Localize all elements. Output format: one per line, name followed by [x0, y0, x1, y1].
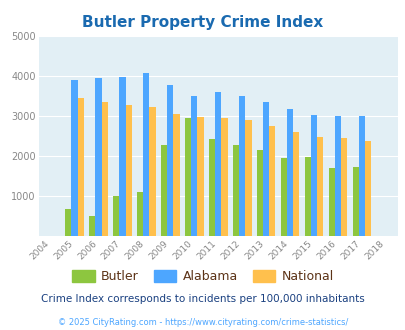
Legend: Butler, Alabama, National: Butler, Alabama, National	[67, 265, 338, 288]
Bar	[167, 85, 173, 236]
Text: © 2025 CityRating.com - https://www.cityrating.com/crime-statistics/: © 2025 CityRating.com - https://www.city…	[58, 318, 347, 327]
Bar	[89, 216, 95, 236]
Bar	[77, 98, 84, 236]
Bar	[352, 167, 358, 236]
Bar	[173, 114, 179, 236]
Bar	[310, 115, 316, 236]
Bar	[316, 137, 323, 236]
Bar	[197, 117, 203, 236]
Bar	[184, 118, 191, 236]
Bar	[221, 118, 227, 236]
Bar	[136, 192, 143, 236]
Bar	[101, 102, 108, 236]
Bar	[340, 138, 347, 236]
Bar	[334, 116, 340, 236]
Bar	[95, 78, 101, 236]
Bar	[215, 92, 221, 236]
Bar	[292, 132, 299, 236]
Bar	[262, 102, 269, 236]
Bar	[245, 120, 251, 236]
Bar	[160, 145, 167, 236]
Bar	[125, 105, 132, 236]
Bar	[364, 141, 371, 236]
Bar	[286, 109, 292, 236]
Bar	[269, 126, 275, 236]
Bar	[328, 168, 334, 236]
Bar	[113, 196, 119, 236]
Bar	[119, 77, 125, 236]
Bar	[71, 80, 77, 236]
Bar	[65, 209, 71, 236]
Bar	[256, 150, 262, 236]
Bar	[358, 116, 364, 236]
Bar	[280, 158, 286, 236]
Bar	[208, 139, 215, 236]
Bar	[191, 96, 197, 236]
Bar	[149, 107, 156, 236]
Text: Crime Index corresponds to incidents per 100,000 inhabitants: Crime Index corresponds to incidents per…	[41, 294, 364, 304]
Bar	[143, 73, 149, 236]
Bar	[304, 157, 310, 236]
Bar	[232, 145, 239, 236]
Text: Butler Property Crime Index: Butler Property Crime Index	[82, 15, 323, 30]
Bar	[239, 96, 245, 236]
